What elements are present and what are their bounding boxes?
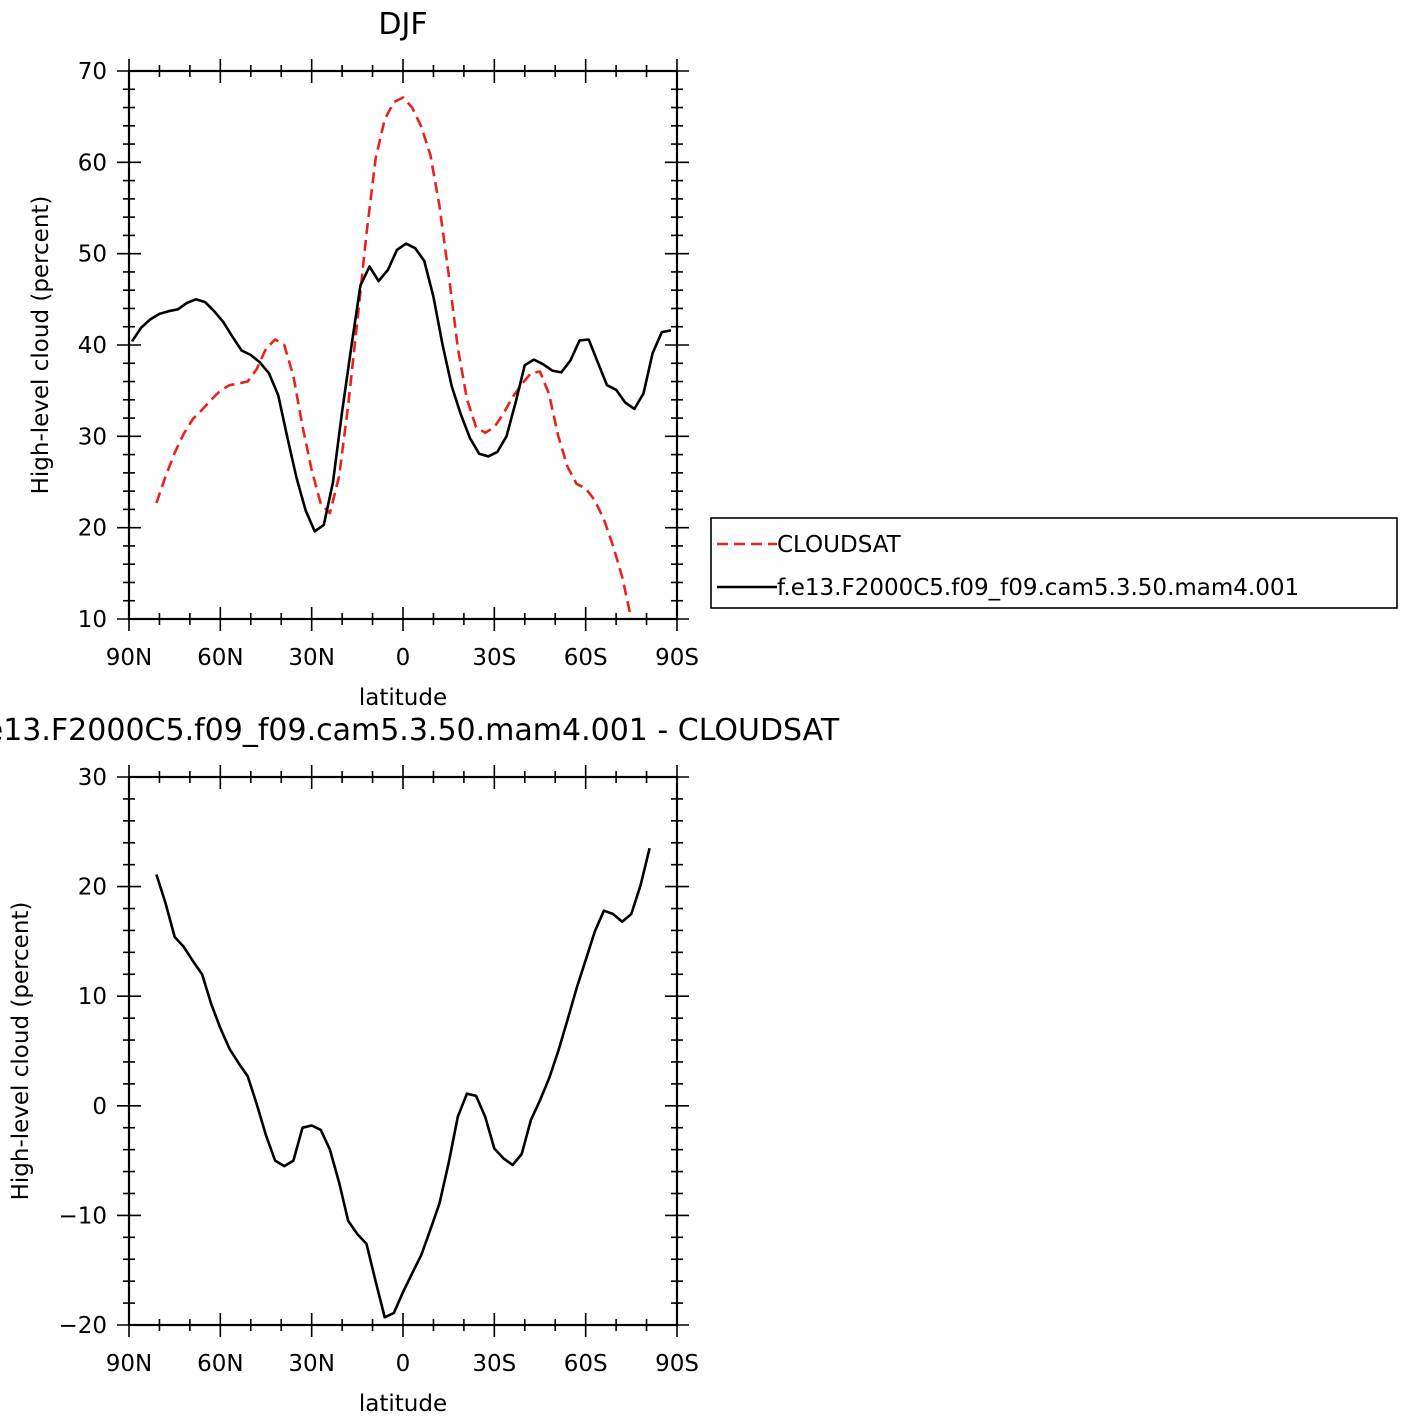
y-tick-label: 30: [78, 765, 107, 791]
tick-marks: [117, 59, 689, 631]
legend: CLOUDSAT f.e13.F2000C5.f09_f09.cam5.3.50.…: [710, 517, 1398, 609]
legend-entry-1: f.e13.F2000C5.f09_f09.cam5.3.50.mam4.001: [777, 575, 1299, 601]
x-tick-label: 60S: [564, 1351, 608, 1377]
y-tick-label: −10: [58, 1203, 107, 1229]
x-tick-label: 60N: [197, 1351, 243, 1377]
x-tick-label: 0: [396, 645, 411, 671]
panel-djf: DJF 90N 60N 30N 0 30S 60S 90S 10 20 30 40 50 60 70 lati…: [28, 7, 1398, 711]
panel-difference: f.e13.F2000C5.f09_f09.cam5.3.50.mam4.001…: [0, 713, 840, 1417]
x-tick-label: 30S: [472, 645, 516, 671]
plot-frame: [127, 775, 679, 1327]
y-tick-label: 10: [78, 607, 107, 633]
y-tick-label: 0: [92, 1094, 107, 1120]
x-tick-label: 30N: [288, 1351, 334, 1377]
legend-entry-0: CLOUDSAT: [777, 532, 902, 558]
plot-frame: [127, 69, 679, 621]
x-tick-label: 30N: [288, 645, 334, 671]
x-tick-label: 60N: [197, 645, 243, 671]
x-tick-label: 90S: [655, 1351, 699, 1377]
y-tick-label: −20: [58, 1313, 107, 1339]
x-tick-label: 30S: [472, 1351, 516, 1377]
series-line-0: [155, 96, 633, 619]
y-tick-label: 40: [78, 333, 107, 359]
series-line-0: [155, 847, 651, 1319]
y-axis-label: High-level cloud (percent): [8, 902, 34, 1201]
tick-marks: [117, 765, 689, 1337]
y-tick-label: 50: [78, 242, 107, 268]
y-tick-label: 10: [78, 984, 107, 1010]
series-line-1: [130, 242, 672, 533]
chart-title: DJF: [378, 7, 427, 42]
chart-title: f.e13.F2000C5.f09_f09.cam5.3.50.mam4.001…: [0, 713, 840, 748]
x-axis-label: latitude: [359, 1391, 447, 1417]
x-tick-label: 0: [396, 1351, 411, 1377]
y-tick-label: 20: [78, 516, 107, 542]
y-tick-label: 70: [78, 59, 107, 85]
x-tick-label: 90N: [106, 645, 152, 671]
legend-box: [710, 517, 1398, 609]
y-tick-label: 60: [78, 150, 107, 176]
y-tick-label: 30: [78, 424, 107, 450]
y-axis-label: High-level cloud (percent): [28, 196, 54, 495]
x-tick-label: 90S: [655, 645, 699, 671]
x-tick-label: 90N: [106, 1351, 152, 1377]
x-axis-label: latitude: [359, 685, 447, 711]
x-tick-label: 60S: [564, 645, 608, 671]
y-tick-label: 20: [78, 875, 107, 901]
